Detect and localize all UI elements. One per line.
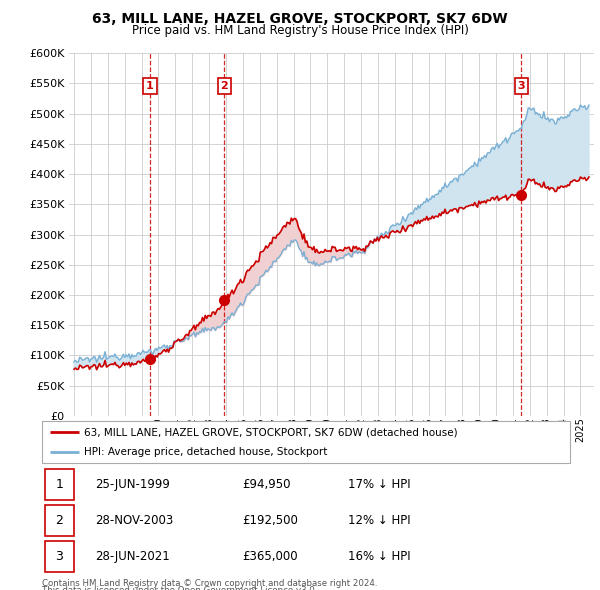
Text: 25-JUN-1999: 25-JUN-1999 (95, 478, 170, 491)
Text: £365,000: £365,000 (242, 550, 298, 563)
Text: Price paid vs. HM Land Registry's House Price Index (HPI): Price paid vs. HM Land Registry's House … (131, 24, 469, 37)
Text: 3: 3 (55, 550, 63, 563)
Text: 2: 2 (55, 514, 63, 527)
Text: £192,500: £192,500 (242, 514, 299, 527)
FancyBboxPatch shape (44, 542, 74, 572)
Text: 3: 3 (518, 81, 525, 91)
Text: This data is licensed under the Open Government Licence v3.0.: This data is licensed under the Open Gov… (42, 586, 317, 590)
Text: 17% ↓ HPI: 17% ↓ HPI (348, 478, 411, 491)
Text: 1: 1 (55, 478, 63, 491)
Text: 28-JUN-2021: 28-JUN-2021 (95, 550, 170, 563)
Text: 28-NOV-2003: 28-NOV-2003 (95, 514, 173, 527)
Text: HPI: Average price, detached house, Stockport: HPI: Average price, detached house, Stoc… (84, 447, 328, 457)
Text: £94,950: £94,950 (242, 478, 291, 491)
Text: 63, MILL LANE, HAZEL GROVE, STOCKPORT, SK7 6DW: 63, MILL LANE, HAZEL GROVE, STOCKPORT, S… (92, 12, 508, 26)
Text: 12% ↓ HPI: 12% ↓ HPI (348, 514, 411, 527)
Text: 16% ↓ HPI: 16% ↓ HPI (348, 550, 411, 563)
Text: 1: 1 (146, 81, 154, 91)
Text: Contains HM Land Registry data © Crown copyright and database right 2024.: Contains HM Land Registry data © Crown c… (42, 579, 377, 588)
Text: 63, MILL LANE, HAZEL GROVE, STOCKPORT, SK7 6DW (detached house): 63, MILL LANE, HAZEL GROVE, STOCKPORT, S… (84, 427, 458, 437)
FancyBboxPatch shape (42, 421, 570, 463)
FancyBboxPatch shape (44, 506, 74, 536)
FancyBboxPatch shape (44, 470, 74, 500)
Text: 2: 2 (220, 81, 228, 91)
